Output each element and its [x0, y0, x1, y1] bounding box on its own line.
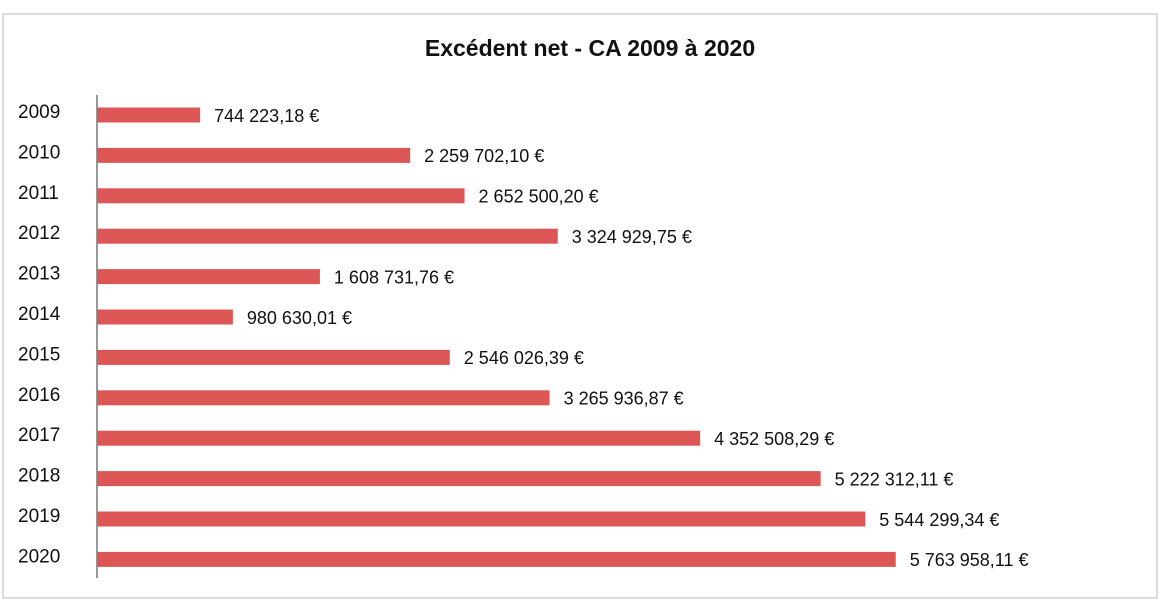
value-label: 744 223,18 €	[214, 106, 319, 126]
category-label: 2009	[18, 102, 60, 123]
category-label: 2010	[18, 142, 60, 163]
category-label: 2014	[18, 304, 61, 325]
bar	[97, 349, 450, 365]
value-label: 4 352 508,29 €	[714, 429, 834, 449]
value-label: 2 546 026,39 €	[464, 348, 584, 368]
bar	[97, 269, 320, 285]
bar	[97, 430, 701, 446]
value-label: 3 265 936,87 €	[564, 389, 684, 409]
category-label: 2013	[18, 264, 60, 285]
bar	[97, 147, 411, 163]
category-label: 2012	[18, 223, 60, 244]
value-label: 2 259 702,10 €	[424, 146, 544, 166]
category-label: 2011	[18, 183, 59, 204]
value-label: 5 222 312,11 €	[835, 469, 954, 489]
value-label: 1 608 731,76 €	[334, 267, 454, 287]
category-label: 2017	[18, 425, 60, 446]
value-label: 5 763 958,11 €	[910, 550, 1029, 570]
bar	[97, 551, 896, 567]
value-label: 980 630,01 €	[247, 308, 352, 328]
value-label: 5 544 299,34 €	[879, 510, 999, 530]
category-label: 2015	[18, 344, 60, 365]
category-label: 2020	[18, 546, 60, 567]
category-label: 2018	[18, 466, 60, 487]
bar	[97, 188, 465, 204]
bar	[97, 511, 866, 527]
category-label: 2019	[18, 506, 60, 527]
bar	[97, 309, 233, 325]
category-label: 2016	[18, 385, 60, 406]
value-label: 3 324 929,75 €	[572, 227, 692, 247]
bar	[97, 471, 821, 487]
value-label: 2 652 500,20 €	[479, 187, 599, 207]
chart-title: Excédent net - CA 2009 à 2020	[425, 35, 755, 61]
bar	[97, 228, 558, 244]
bar	[97, 107, 201, 123]
bar	[97, 390, 550, 406]
